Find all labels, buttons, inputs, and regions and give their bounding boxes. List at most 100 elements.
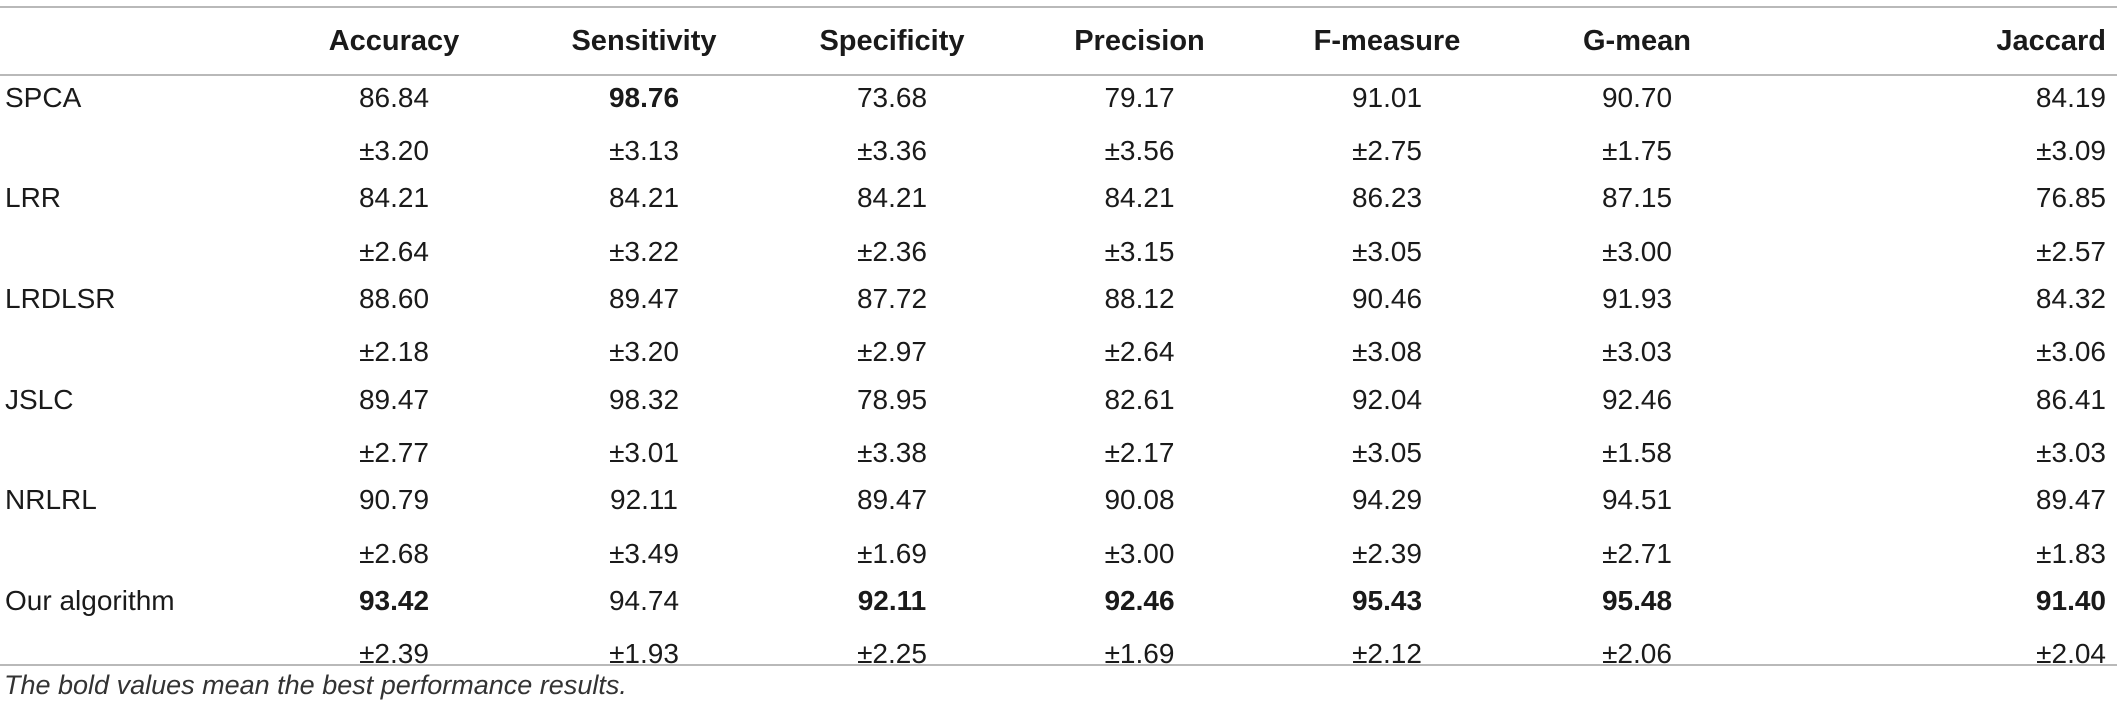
std-value-cell: ±3.09 [2036,134,2106,166]
method-name: LRR [5,182,62,214]
std-value-cell: ±3.20 [359,134,429,166]
mean-value-cell: 92.46 [1104,584,1175,616]
results-table: Accuracy Sensitivity Specificity Precisi… [0,8,2106,678]
mean-value-cell: 76.85 [2035,182,2106,214]
mean-value-cell: 88.60 [358,282,430,314]
std-value-cell: ±2.39 [359,638,429,670]
std-value-cell: ±2.64 [359,235,429,267]
table-row: LRDLSR 88.60 89.47 87.72 88.12 90.46 91.93 84.3… [0,275,2106,322]
table-row: LRR 84.21 84.21 84.21 84.21 86.23 87.15 76.85 [0,175,2106,222]
table-row: ±2.68 ±3.49 ±1.69 ±3.00 ±2.39 ±2.71 ±1.83 [0,524,2106,577]
table-row: ±2.64 ±3.22 ±2.36 ±3.15 ±3.05 ±3.00 ±2.57 [0,222,2106,275]
std-value-cell: ±3.05 [1352,235,1422,267]
std-value-cell: ±2.97 [857,336,927,368]
method-name: LRDLSR [5,282,116,314]
mean-value-cell: 91.01 [1351,81,1423,113]
mean-value-cell: 89.47 [608,282,680,314]
table-row: ±2.77 ±3.01 ±3.38 ±2.17 ±3.05 ±1.58 ±3.03 [0,423,2106,476]
std-value-cell: ±2.12 [1352,638,1422,670]
std-value-cell: ±3.01 [609,436,679,468]
table-row: NRLRL 90.79 92.11 89.47 90.08 94.29 94.51 89.47 [0,477,2106,524]
std-value-cell: ±2.57 [2036,235,2106,267]
std-value-cell: ±2.68 [359,537,429,569]
mean-value-cell: 84.19 [2035,81,2106,113]
std-value-cell: ±2.75 [1352,134,1422,166]
mean-value-cell: 84.21 [856,182,928,214]
mean-value-cell: 95.48 [1601,584,1673,616]
empty-cell [0,423,268,476]
mean-value-cell: 90.70 [1601,81,1673,113]
std-value-cell: ±1.69 [857,537,927,569]
std-value-cell: ±3.03 [2036,436,2106,468]
mean-value-cell: 92.11 [610,484,678,516]
mean-value-cell: 91.40 [2035,584,2106,616]
mean-value-cell: 88.12 [1104,282,1175,314]
table-body: SPCA 86.84 98.76 73.68 79.17 91.01 90.70 84.19 ±… [0,74,2106,678]
mean-value-cell: 90.79 [358,484,430,516]
mean-value-cell: 92.46 [1601,383,1673,415]
mean-value-cell: 86.23 [1351,182,1423,214]
std-value-cell: ±2.64 [1104,336,1175,368]
table-bottom-rule [0,664,2117,666]
mean-value-cell: 92.11 [857,584,927,616]
std-value-cell: ±3.22 [609,235,679,267]
mean-value-cell: 95.43 [1351,584,1423,616]
mean-value-cell: 86.41 [2035,383,2106,415]
column-header: Sensitivity [571,24,717,57]
std-value-cell: ±2.77 [359,436,429,468]
std-value-cell: ±3.00 [1104,537,1175,569]
mean-value-cell: 84.32 [2035,282,2106,314]
mean-value-cell: 92.04 [1351,383,1423,415]
method-name: JSLC [5,383,74,415]
mean-value-cell: 94.74 [608,584,680,616]
std-value-cell: ±1.83 [2036,537,2106,569]
method-name: Our algorithm [5,584,175,616]
empty-cell [0,222,268,275]
empty-cell [0,524,268,577]
std-value-cell: ±2.36 [857,235,927,267]
column-header: F-measure [1313,24,1461,57]
table-row: Our algorithm 93.42 94.74 92.11 92.46 95.43 95… [0,577,2106,624]
method-name: SPCA [5,81,82,113]
column-header [0,8,268,74]
mean-value-cell: 94.29 [1351,484,1423,516]
column-header: Accuracy [328,24,460,57]
table-row: SPCA 86.84 98.76 73.68 79.17 91.01 90.70 84.19 [0,74,2106,121]
mean-value-cell: 73.68 [856,81,928,113]
mean-value-cell: 93.42 [358,584,430,616]
std-value-cell: ±3.03 [1602,336,1672,368]
std-value-cell: ±3.38 [857,436,927,468]
table-row: JSLC 89.47 98.32 78.95 82.61 92.04 92.46 86.41 [0,376,2106,423]
empty-cell [0,323,268,376]
table-footnote: The bold values mean the best performanc… [4,670,627,700]
mean-value-cell: 87.72 [856,282,928,314]
std-value-cell: ±2.18 [359,336,429,368]
mean-value-cell: 98.76 [608,81,680,113]
std-value-cell: ±1.58 [1602,436,1672,468]
empty-cell [0,121,268,174]
std-value-cell: ±3.49 [609,537,679,569]
mean-value-cell: 89.47 [2035,484,2106,516]
std-value-cell: ±3.15 [1104,235,1175,267]
column-header: Jaccard [1996,24,2106,57]
mean-value-cell: 84.21 [608,182,680,214]
column-header: Precision [1074,24,1205,57]
std-value-cell: ±1.75 [1602,134,1672,166]
mean-value-cell: 90.08 [1104,484,1175,516]
mean-value-cell: 82.61 [1104,383,1175,415]
column-header: G-mean [1583,24,1691,57]
mean-value-cell: 98.32 [608,383,680,415]
std-value-cell: ±3.56 [1104,134,1175,166]
std-value-cell: ±3.08 [1352,336,1422,368]
std-value-cell: ±3.00 [1602,235,1672,267]
std-value-cell: ±2.17 [1104,436,1175,468]
mean-value-cell: 86.84 [358,81,430,113]
mean-value-cell: 79.17 [1104,81,1175,113]
mean-value-cell: 84.21 [358,182,430,214]
mean-value-cell: 90.46 [1351,282,1423,314]
std-value-cell: ±2.71 [1602,537,1672,569]
mean-value-cell: 89.47 [856,484,928,516]
std-value-cell: ±2.04 [2036,638,2106,670]
std-value-cell: ±3.05 [1352,436,1422,468]
table-header-row: Accuracy Sensitivity Specificity Precisi… [0,8,2106,74]
